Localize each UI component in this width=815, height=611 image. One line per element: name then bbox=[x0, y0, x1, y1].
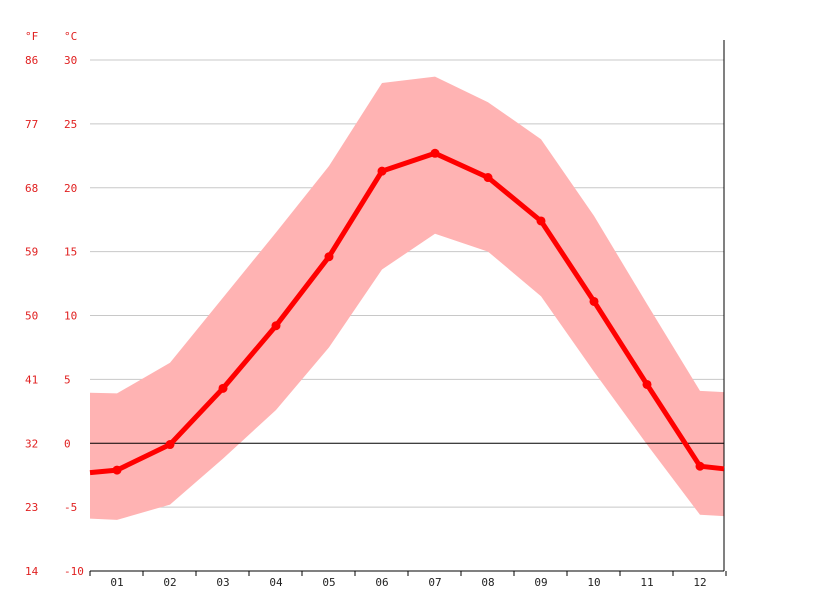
y-tick-label-f: 23 bbox=[25, 501, 38, 514]
y-tick-label-f: 50 bbox=[25, 310, 38, 323]
y-tick-label-c: 15 bbox=[64, 246, 77, 259]
x-tick-label: 05 bbox=[322, 576, 335, 589]
x-tick-label: 04 bbox=[269, 576, 283, 589]
mean-temperature-point bbox=[642, 379, 652, 389]
y-tick-label-f: 14 bbox=[25, 565, 39, 578]
x-tick-label: 01 bbox=[110, 576, 123, 589]
temperature-range-band bbox=[90, 76, 724, 520]
mean-temperature-point bbox=[377, 166, 387, 176]
x-tick-label: 08 bbox=[481, 576, 494, 589]
x-tick-label: 10 bbox=[587, 576, 600, 589]
line-layer bbox=[89, 148, 725, 476]
y-tick-label-c: -5 bbox=[64, 501, 77, 514]
y-tick-label-f: 77 bbox=[25, 118, 38, 131]
mean-temperature-point bbox=[483, 173, 493, 183]
mean-temperature-point bbox=[589, 296, 599, 306]
y-tick-label-c: 25 bbox=[64, 118, 77, 131]
mean-temperature-point bbox=[695, 461, 705, 471]
y-tick-label-c: -10 bbox=[64, 565, 84, 578]
label-layer: °F °C 86 30 77 25 68 20 59 15 50 10 41 5 32 0 23 -5 14 -1… bbox=[25, 30, 707, 589]
mean-temperature-point bbox=[536, 216, 546, 226]
x-tick-label: 03 bbox=[216, 576, 229, 589]
mean-temperature-point bbox=[271, 321, 281, 331]
y-tick-label-c: 30 bbox=[64, 54, 77, 67]
mean-temperature-line bbox=[89, 150, 725, 476]
y-tick-label-f: 59 bbox=[25, 246, 38, 259]
axis-layer bbox=[89, 40, 727, 576]
unit-fahrenheit-label: °F bbox=[25, 30, 38, 43]
band-layer bbox=[90, 76, 724, 520]
mean-temperature-point bbox=[324, 252, 334, 262]
x-tick-label: 09 bbox=[534, 576, 547, 589]
mean-temperature-point bbox=[430, 148, 440, 158]
mean-temperature-point bbox=[112, 465, 122, 475]
unit-celsius-label: °C bbox=[64, 30, 77, 43]
x-tick-label: 12 bbox=[693, 576, 706, 589]
x-tick-label: 11 bbox=[640, 576, 653, 589]
y-tick-label-f: 68 bbox=[25, 182, 38, 195]
y-tick-label-f: 32 bbox=[25, 437, 38, 450]
mean-temperature-point bbox=[218, 383, 228, 393]
y-tick-label-f: 86 bbox=[25, 54, 38, 67]
y-tick-label-c: 0 bbox=[64, 437, 71, 450]
x-tick-label: 02 bbox=[163, 576, 176, 589]
x-tick-label: 07 bbox=[428, 576, 441, 589]
y-tick-label-c: 10 bbox=[64, 310, 77, 323]
x-tick-label: 06 bbox=[375, 576, 388, 589]
y-tick-label-c: 5 bbox=[64, 373, 71, 386]
mean-temperature-point bbox=[165, 440, 175, 450]
y-tick-label-c: 20 bbox=[64, 182, 77, 195]
y-tick-label-f: 41 bbox=[25, 373, 38, 386]
